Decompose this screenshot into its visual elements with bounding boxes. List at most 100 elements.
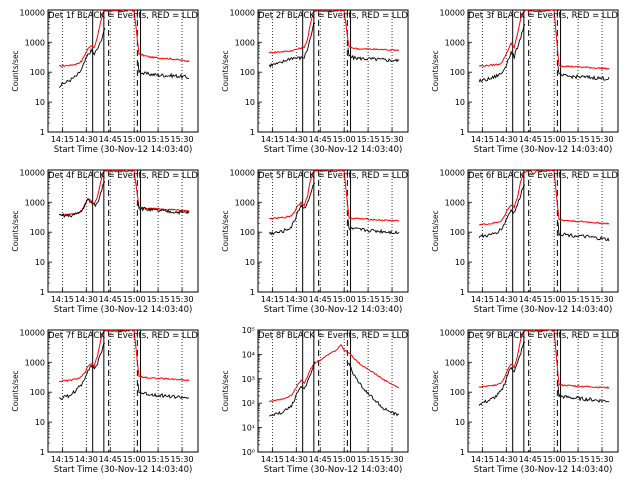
chart-panel: 14:15 14:30 14:45 15:00 15:15 15:30 1 10 100 1000… bbox=[221, 168, 409, 315]
x-tick-label: 15:00 bbox=[333, 295, 356, 304]
series-line-lld bbox=[478, 170, 610, 226]
series-line-events bbox=[478, 184, 610, 242]
y-tick-label: 1000 bbox=[235, 198, 255, 207]
series-line-events bbox=[268, 21, 400, 68]
y-tick-label: 100 bbox=[30, 388, 45, 397]
x-axis-label: Start Time (30-Nov-12 14:03:40) bbox=[474, 465, 613, 475]
plot-frame bbox=[467, 329, 619, 453]
y-tick-label: 100 bbox=[450, 68, 465, 77]
y-tick-label: 10 bbox=[35, 258, 45, 267]
x-tick-label: 14:45 bbox=[99, 295, 122, 304]
x-tick-label: 15:00 bbox=[543, 455, 566, 464]
y-tick-label: 10 bbox=[245, 98, 255, 107]
y-tick-label: 10000 bbox=[20, 168, 45, 177]
x-tick-label: 14:45 bbox=[309, 135, 332, 144]
plot-frame bbox=[257, 329, 409, 453]
y-tick-label: 10 bbox=[245, 258, 255, 267]
plot-frame bbox=[47, 329, 199, 453]
x-tick-label: 14:45 bbox=[519, 455, 542, 464]
chart-title: Det 5f BLACK = Events, RED = LLD bbox=[258, 171, 408, 181]
y-tick-label: 1 bbox=[460, 128, 465, 137]
series-line-lld bbox=[59, 330, 190, 383]
y-tick-label: 100 bbox=[240, 68, 255, 77]
x-tick-label: 15:15 bbox=[567, 135, 590, 144]
y-tick-label: 10 bbox=[455, 418, 465, 427]
y-tick-label: 1 bbox=[460, 288, 465, 297]
y-tick-label: 10 bbox=[35, 98, 45, 107]
x-tick-label: 15:15 bbox=[357, 135, 380, 144]
x-axis-label: Start Time (30-Nov-12 14:03:40) bbox=[474, 305, 613, 315]
chart-panel: 14:15 14:30 14:45 15:00 15:15 15:30 1 10 100 1000… bbox=[431, 168, 619, 315]
y-axis-label: Counts/sec bbox=[11, 50, 20, 91]
series-line-events bbox=[268, 182, 400, 236]
y-tick-label: 1 bbox=[250, 128, 255, 137]
y-tick-label: 10² bbox=[242, 399, 255, 408]
series-line-lld bbox=[478, 10, 610, 70]
series-line-lld bbox=[478, 330, 610, 390]
x-axis-label: Start Time (30-Nov-12 14:03:40) bbox=[264, 305, 403, 315]
y-axis-label: Counts/sec bbox=[431, 210, 440, 251]
x-tick-label: 14:45 bbox=[519, 295, 542, 304]
x-tick-label: 15:30 bbox=[171, 455, 194, 464]
y-tick-label: 1 bbox=[460, 448, 465, 457]
x-tick-label: 14:30 bbox=[75, 295, 98, 304]
y-tick-label: 100 bbox=[30, 228, 45, 237]
x-tick-label: 14:30 bbox=[285, 295, 308, 304]
chart-title: Det 3f BLACK = Events, RED = LLD bbox=[468, 11, 618, 21]
y-axis-label: Counts/sec bbox=[11, 370, 20, 411]
x-tick-label: 15:00 bbox=[123, 455, 146, 464]
chart-title: Det 8f BLACK = Events, RED = LLD bbox=[258, 331, 408, 341]
y-tick-label: 10000 bbox=[20, 8, 45, 17]
y-axis-label: Counts/sec bbox=[431, 370, 440, 411]
chart-panel: 14:15 14:30 14:45 15:00 15:15 15:30 1 10 100 1000… bbox=[431, 328, 619, 475]
chart-title: Det 2f BLACK = Events, RED = LLD bbox=[258, 11, 408, 21]
chart-panel: 14:15 14:30 14:45 15:00 15:15 15:30 10⁰ 10¹ 10² 1… bbox=[221, 326, 409, 475]
x-tick-label: 15:30 bbox=[381, 455, 404, 464]
y-axis-label: Counts/sec bbox=[221, 210, 230, 251]
series-line-events bbox=[59, 181, 190, 218]
y-tick-label: 10 bbox=[35, 418, 45, 427]
chart-panel: 14:15 14:30 14:45 15:00 15:15 15:30 1 10 100 1000… bbox=[11, 8, 199, 155]
chart-title: Det 6f BLACK = Events, RED = LLD bbox=[468, 171, 618, 181]
y-axis-label: Counts/sec bbox=[431, 50, 440, 91]
y-tick-label: 10000 bbox=[230, 8, 255, 17]
y-tick-label: 10 bbox=[455, 258, 465, 267]
x-tick-label: 15:00 bbox=[543, 135, 566, 144]
y-tick-label: 1000 bbox=[25, 38, 45, 47]
y-tick-label: 100 bbox=[450, 388, 465, 397]
y-axis-label: Counts/sec bbox=[221, 50, 230, 91]
x-tick-label: 15:30 bbox=[381, 135, 404, 144]
x-tick-label: 14:45 bbox=[99, 455, 122, 464]
x-tick-label: 15:15 bbox=[567, 295, 590, 304]
y-tick-label: 10000 bbox=[440, 168, 465, 177]
x-tick-label: 15:00 bbox=[123, 295, 146, 304]
y-tick-label: 1000 bbox=[445, 38, 465, 47]
y-tick-label: 1 bbox=[40, 288, 45, 297]
x-tick-label: 15:00 bbox=[123, 135, 146, 144]
x-tick-label: 14:30 bbox=[285, 455, 308, 464]
chart-title: Det 9f BLACK = Events, RED = LLD bbox=[468, 331, 618, 341]
y-tick-label: 10¹ bbox=[242, 424, 255, 433]
x-axis-label: Start Time (30-Nov-12 14:03:40) bbox=[54, 305, 193, 315]
y-tick-label: 1 bbox=[250, 288, 255, 297]
x-tick-label: 15:15 bbox=[147, 135, 170, 144]
x-tick-label: 15:30 bbox=[591, 455, 614, 464]
chart-title: Det 4f BLACK = Events, RED = LLD bbox=[48, 171, 198, 181]
y-tick-label: 100 bbox=[240, 228, 255, 237]
y-tick-label: 10000 bbox=[440, 8, 465, 17]
x-tick-label: 15:15 bbox=[567, 455, 590, 464]
x-tick-label: 14:30 bbox=[495, 135, 518, 144]
x-tick-label: 15:30 bbox=[171, 295, 194, 304]
x-tick-label: 14:15 bbox=[261, 135, 284, 144]
x-tick-label: 14:30 bbox=[495, 455, 518, 464]
chart-panel: 14:15 14:30 14:45 15:00 15:15 15:30 1 10 100 1000… bbox=[11, 328, 199, 475]
x-axis-label: Start Time (30-Nov-12 14:03:40) bbox=[474, 145, 613, 155]
x-tick-label: 15:30 bbox=[171, 135, 194, 144]
x-axis-label: Start Time (30-Nov-12 14:03:40) bbox=[264, 145, 403, 155]
plot-frame bbox=[47, 169, 199, 293]
chart-panel: 14:15 14:30 14:45 15:00 15:15 15:30 1 10 100 1000… bbox=[221, 8, 409, 155]
plot-frame bbox=[47, 9, 199, 133]
y-tick-label: 1000 bbox=[235, 38, 255, 47]
y-tick-label: 1 bbox=[40, 448, 45, 457]
